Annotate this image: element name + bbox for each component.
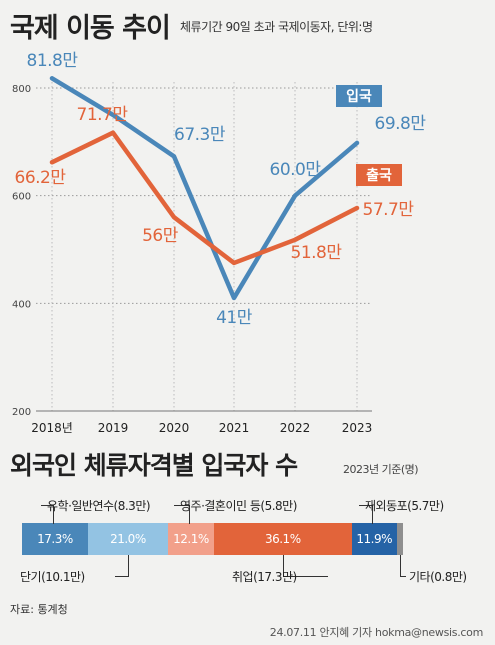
bar-segment <box>396 523 403 555</box>
bar-segment: 17.3% <box>22 523 88 555</box>
segment-callout: 영주·결혼이민 등(5.8만) <box>180 499 297 513</box>
x-tick-label: 2019 <box>98 421 129 435</box>
callout-leader <box>359 505 374 524</box>
data-label: 71.7만 <box>77 105 129 125</box>
x-tick-label: 2021 <box>219 421 250 435</box>
stacked-bar-chart: 17.3% 21.0% 12.1% 36.1% 11.9% 유학·일반연수(8.3만) 단기… <box>0 490 495 600</box>
bar-segment: 21.0% <box>87 523 168 555</box>
bar-segment: 11.9% <box>351 523 397 555</box>
callout-leader <box>174 505 190 524</box>
legend-label: 출국 <box>366 167 392 184</box>
x-tick-label: 2020 <box>159 421 190 435</box>
y-tick-label: 800 <box>12 84 31 95</box>
x-tick-label: 2018년 <box>31 421 73 435</box>
callout-leader <box>41 505 54 524</box>
bar-chart-title: 외국인 체류자격별 입국자 수 <box>10 451 298 480</box>
data-label: 56만 <box>142 226 179 246</box>
y-tick-label: 600 <box>12 192 31 203</box>
segment-callout: 재외동포(5.7만) <box>365 499 444 513</box>
segment-callout: 취업(17.3만) <box>232 570 297 584</box>
legend-label: 입국 <box>346 89 372 105</box>
y-tick-label: 200 <box>12 407 31 418</box>
data-label: 51.8만 <box>291 243 343 263</box>
bar-segment: 36.1% <box>214 523 352 555</box>
bar-chart-note: 2023년 기준(명) <box>343 463 419 476</box>
data-label: 60.0만 <box>270 160 322 180</box>
data-label: 67.3만 <box>174 125 226 145</box>
data-label: 66.2만 <box>15 168 67 188</box>
series-line-entry <box>49 76 360 301</box>
segment-callout: 유학·일반연수(8.3만) <box>47 499 151 513</box>
bar-segment: 12.1% <box>167 523 215 555</box>
segment-callout: 기타(0.8만) <box>409 570 467 584</box>
legend-badge <box>336 85 382 107</box>
data-label: 41만 <box>216 308 253 328</box>
x-tick-label: 2022 <box>280 421 311 435</box>
callout-leader <box>399 555 406 577</box>
legend-badge <box>356 164 402 186</box>
credit-line: 24.07.11 안지혜 기자 hokma@newsis.com <box>269 626 484 639</box>
x-tick-label: 2023 <box>342 421 373 435</box>
source-note: 자료: 통계청 <box>10 603 68 616</box>
data-label: 81.8만 <box>27 51 79 71</box>
chart-title: 국제 이동 추이 <box>10 13 171 44</box>
callout-leader <box>115 555 129 577</box>
data-label: 69.8만 <box>375 114 427 134</box>
chart-subtitle: 체류기간 90일 초과 국제이동자, 단위:명 <box>180 20 373 34</box>
series-line-exit <box>49 130 360 266</box>
segment-callout: 단기(10.1만) <box>20 570 85 584</box>
data-label: 57.7만 <box>363 200 415 220</box>
callout-leader <box>282 555 328 577</box>
y-tick-label: 400 <box>12 299 31 310</box>
